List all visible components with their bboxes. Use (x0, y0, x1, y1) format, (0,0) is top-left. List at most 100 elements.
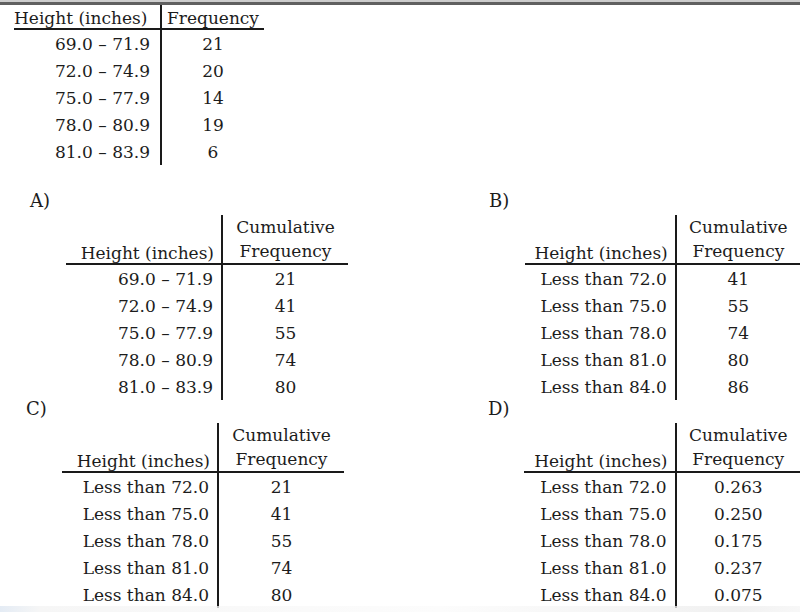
range-cell: Less than 84.0 (524, 581, 676, 608)
header-line-1: Cumulative (689, 425, 788, 445)
range-cell: 69.0 – 71.9 (66, 264, 222, 292)
value-cell: 80 (676, 346, 800, 373)
table-row: Less than 78.0 55 (62, 527, 344, 554)
range-cell: 72.0 – 74.9 (66, 292, 222, 319)
value-cell: 41 (222, 292, 348, 319)
value-cell: 41 (218, 500, 344, 527)
height-column-header: Height (inches) (66, 215, 222, 264)
range-cell: 75.0 – 77.9 (14, 84, 161, 111)
header-line-1: Cumulative (232, 425, 331, 445)
range-cell: Less than 81.0 (524, 554, 676, 581)
range-cell: Less than 78.0 (62, 527, 218, 554)
value-cell: 20 (161, 57, 264, 84)
option-b-label: B) (489, 190, 800, 212)
header-line-1: Cumulative (236, 217, 335, 237)
table-row: 69.0 – 71.9 21 (66, 264, 348, 292)
range-cell: 81.0 – 83.9 (14, 138, 161, 165)
option-c-table: Height (inches) Cumulative Frequency Les… (62, 423, 344, 608)
table-row: 72.0 – 74.9 41 (66, 292, 348, 319)
header-line-1: Cumulative (689, 217, 788, 237)
table-row: Less than 81.0 0.237 (524, 554, 800, 581)
cumulative-frequency-column-header: Cumulative Frequency (218, 423, 344, 472)
cumulative-frequency-column-header: Cumulative Frequency (676, 423, 800, 472)
frequency-column-header: Frequency (161, 5, 264, 29)
value-cell: 21 (161, 29, 264, 57)
range-cell: Less than 84.0 (525, 373, 676, 400)
range-cell: Less than 78.0 (524, 527, 676, 554)
table-row: Less than 84.0 80 (62, 581, 344, 608)
option-b-table: Height (inches) Cumulative Frequency Les… (525, 215, 800, 400)
table-row: Less than 75.0 0.250 (524, 500, 800, 527)
table-row: Less than 72.0 41 (525, 264, 800, 292)
height-column-header: Height (inches) (14, 5, 161, 29)
table-row: Less than 75.0 41 (62, 500, 344, 527)
range-cell: Less than 72.0 (525, 264, 676, 292)
table-row: Less than 81.0 80 (525, 346, 800, 373)
table-row: 81.0 – 83.9 80 (66, 373, 348, 400)
table-row: Less than 84.0 86 (525, 373, 800, 400)
cumulative-frequency-column-header: Cumulative Frequency (676, 215, 800, 264)
value-cell: 0.250 (676, 500, 800, 527)
table-row: Less than 72.0 0.263 (524, 472, 800, 500)
option-b: B) Height (inches) Cumulative Frequency … (489, 190, 800, 400)
range-cell: Less than 81.0 (62, 554, 218, 581)
value-cell: 19 (161, 111, 264, 138)
header-line-2: Frequency (692, 241, 784, 261)
range-cell: 75.0 – 77.9 (66, 319, 222, 346)
table-row: 69.0 – 71.9 21 (14, 29, 264, 57)
table-row: 75.0 – 77.9 55 (66, 319, 348, 346)
value-cell: 21 (218, 472, 344, 500)
range-cell: Less than 75.0 (524, 500, 676, 527)
option-c: C) Height (inches) Cumulative Frequency … (26, 398, 344, 608)
table-row: 78.0 – 80.9 74 (66, 346, 348, 373)
window-bottom-edge (0, 606, 800, 612)
value-cell: 74 (222, 346, 348, 373)
range-cell: 69.0 – 71.9 (14, 29, 161, 57)
height-column-header: Height (inches) (525, 215, 676, 264)
value-cell: 55 (218, 527, 344, 554)
value-cell: 21 (222, 264, 348, 292)
option-a: A) Height (inches) Cumulative Frequency … (30, 190, 348, 400)
height-column-header: Height (inches) (62, 423, 218, 472)
header-row: Height (inches) Cumulative Frequency (66, 215, 348, 264)
value-cell: 0.075 (676, 581, 800, 608)
value-cell: 74 (676, 319, 800, 346)
value-cell: 6 (161, 138, 264, 165)
value-cell: 55 (222, 319, 348, 346)
value-cell: 74 (218, 554, 344, 581)
height-column-header: Height (inches) (524, 423, 676, 472)
value-cell: 0.175 (676, 527, 800, 554)
value-cell: 41 (676, 264, 800, 292)
table-row: 78.0 – 80.9 19 (14, 111, 264, 138)
header-line-2: Frequency (240, 241, 332, 261)
cumulative-frequency-column-header: Cumulative Frequency (222, 215, 348, 264)
option-c-label: C) (26, 398, 344, 420)
range-cell: 78.0 – 80.9 (66, 346, 222, 373)
header-row: Height (inches) Frequency (14, 5, 264, 29)
value-cell: 86 (676, 373, 800, 400)
range-cell: Less than 72.0 (524, 472, 676, 500)
header-row: Height (inches) Cumulative Frequency (524, 423, 800, 472)
header-line-2: Frequency (692, 449, 784, 469)
table-row: Less than 75.0 55 (525, 292, 800, 319)
header-row: Height (inches) Cumulative Frequency (525, 215, 800, 264)
option-d: D) Height (inches) Cumulative Frequency … (488, 398, 800, 608)
option-a-label: A) (30, 190, 348, 212)
range-cell: Less than 84.0 (62, 581, 218, 608)
option-d-table: Height (inches) Cumulative Frequency Les… (524, 423, 800, 608)
range-cell: 72.0 – 74.9 (14, 57, 161, 84)
given-frequency-table: Height (inches) Frequency 69.0 – 71.9 21… (14, 5, 264, 165)
option-d-label: D) (488, 398, 800, 420)
table-row: 75.0 – 77.9 14 (14, 84, 264, 111)
range-cell: Less than 81.0 (525, 346, 676, 373)
header-line-2: Frequency (236, 449, 328, 469)
value-cell: 80 (218, 581, 344, 608)
value-cell: 0.237 (676, 554, 800, 581)
value-cell: 14 (161, 84, 264, 111)
range-cell: Less than 75.0 (62, 500, 218, 527)
table-row: Less than 84.0 0.075 (524, 581, 800, 608)
table-row: Less than 72.0 21 (62, 472, 344, 500)
table-row: 81.0 – 83.9 6 (14, 138, 264, 165)
value-cell: 0.263 (676, 472, 800, 500)
table-row: Less than 81.0 74 (62, 554, 344, 581)
